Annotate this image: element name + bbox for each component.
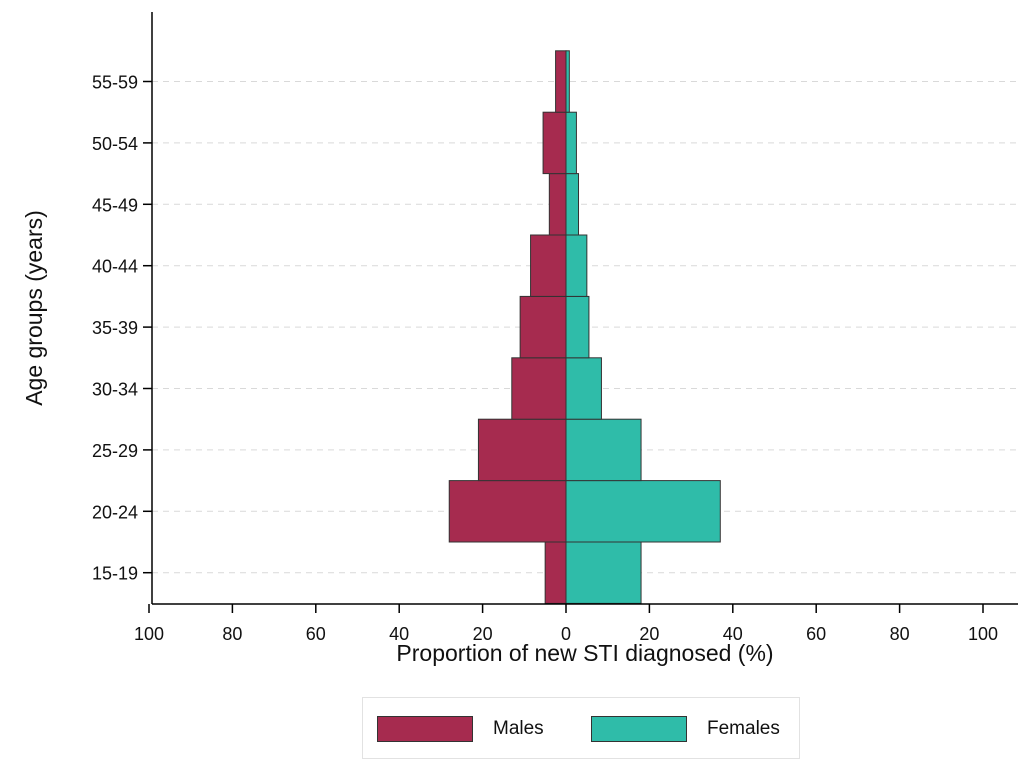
bar-females: [565, 541, 642, 604]
bar-females: [565, 480, 721, 543]
y-ticks: 15-19 20-24 25-29 30-34 35-39 40-44 45-49 50-54…: [92, 73, 152, 584]
legend-item-males: Males: [377, 716, 544, 742]
bar-females: [565, 50, 570, 113]
x-tick-label: 100: [134, 624, 164, 644]
bar-males: [544, 541, 567, 604]
bar-males: [530, 234, 567, 297]
bar-females: [565, 357, 602, 420]
x-tick-label: 40: [723, 624, 743, 644]
bar-females: [565, 173, 580, 236]
x-ticks: 100 80 60 40 20 0 20 40 60 80 100: [134, 604, 998, 644]
bar-females: [565, 418, 642, 482]
y-tick-label: 40-44: [92, 257, 138, 277]
y-tick-label: 50-54: [92, 134, 138, 154]
y-tick-label: 35-39: [92, 318, 138, 338]
bar-males: [511, 357, 567, 420]
x-tick-label: 80: [222, 624, 242, 644]
x-tick-label: 20: [473, 624, 493, 644]
x-tick-label: 100: [968, 624, 998, 644]
x-tick-label: 40: [389, 624, 409, 644]
legend-swatch-females: [591, 716, 687, 742]
x-tick-label: 0: [561, 624, 571, 644]
bar-males: [448, 480, 567, 543]
y-tick-label: 55-59: [92, 73, 138, 93]
x-axis-label: Proportion of new STI diagnosed (%): [396, 640, 773, 666]
x-tick-label: 60: [806, 624, 826, 644]
bars: [448, 50, 721, 604]
y-tick-label: 15-19: [92, 564, 138, 584]
bar-females: [565, 234, 588, 297]
bar-males: [555, 50, 567, 113]
x-tick-label: 80: [890, 624, 910, 644]
y-tick-label: 45-49: [92, 195, 138, 215]
y-axis-label: Age groups (years): [21, 210, 47, 406]
legend: Males Females: [362, 697, 800, 759]
bar-males: [542, 111, 567, 175]
x-tick-label: 20: [639, 624, 659, 644]
y-tick-label: 25-29: [92, 441, 138, 461]
y-tick-label: 20-24: [92, 502, 138, 522]
x-tick-label: 60: [306, 624, 326, 644]
legend-label-females: Females: [707, 718, 780, 739]
chart: 15-19 20-24 25-29 30-34 35-39 40-44 45-49 50-54…: [21, 12, 1018, 666]
bar-males: [519, 295, 567, 359]
legend-item-females: Females: [591, 716, 780, 742]
bar-males: [548, 173, 567, 236]
bar-males: [477, 418, 567, 482]
legend-swatch-males: [377, 716, 473, 742]
y-tick-label: 30-34: [92, 380, 138, 400]
legend-label-males: Males: [493, 718, 544, 739]
bar-females: [565, 295, 590, 359]
bar-females: [565, 111, 577, 175]
